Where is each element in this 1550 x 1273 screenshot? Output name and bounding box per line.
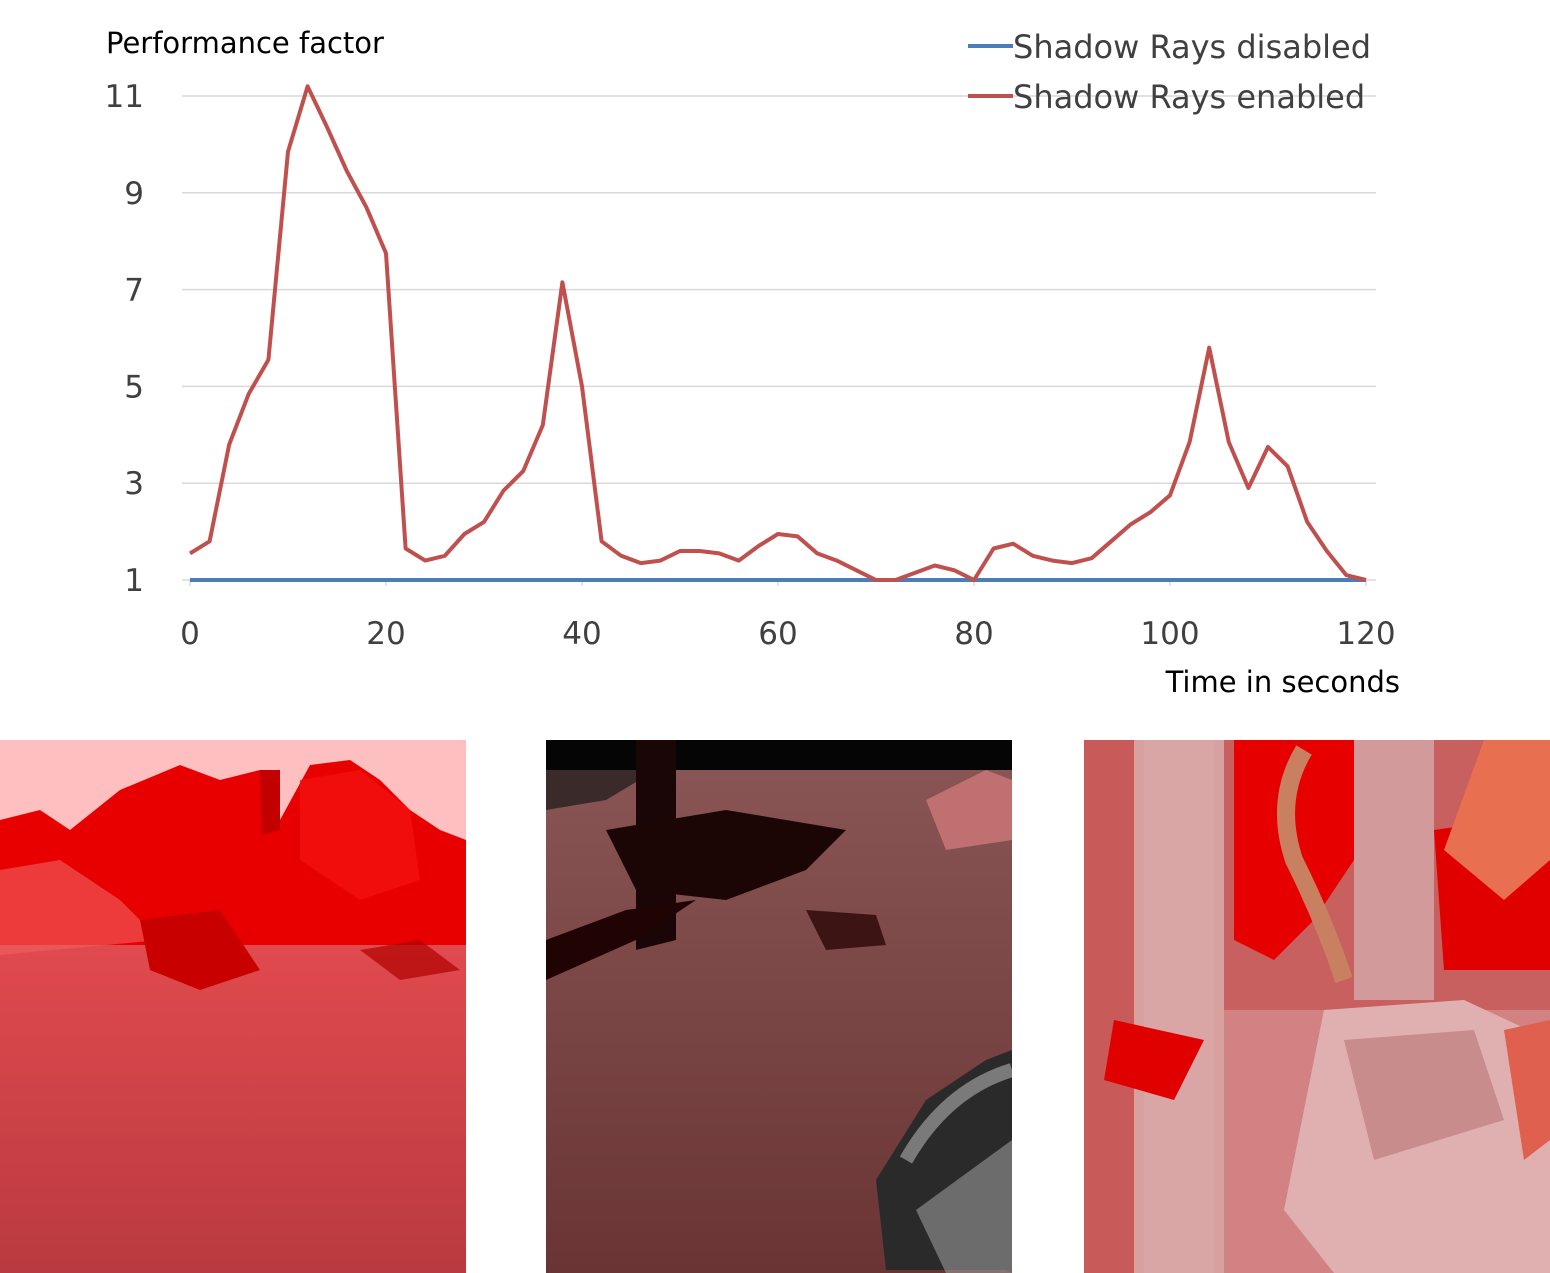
performance-line-chart: 1 3 5 7 9 11 0 20 40 60 80 100 120 Performance fact… [105, 26, 1400, 699]
series-lines [188, 84, 1367, 582]
x-tick-label-2: 40 [562, 616, 601, 652]
x-tick-label-0: 0 [180, 616, 200, 652]
legend: Shadow Rays disabled Shadow Rays enabled [968, 28, 1371, 116]
y-tick-label-5: 11 [105, 79, 144, 115]
y-tick-label-4: 9 [124, 176, 144, 212]
render-image-2 [546, 740, 1012, 1273]
x-tick-label-5: 100 [1140, 616, 1199, 652]
series-line-enabled [188, 84, 1367, 582]
x-tick-label-6: 120 [1336, 616, 1395, 652]
x-tick-label-4: 80 [954, 616, 993, 652]
x-axis-title: Time in seconds [1165, 665, 1400, 699]
grid-lines [182, 95, 1376, 484]
y-axis-title: Performance factor [106, 26, 384, 60]
render-image-3 [1084, 740, 1550, 1273]
y-tick-label-1: 3 [124, 466, 144, 502]
y-tick-label-2: 5 [124, 369, 144, 405]
x-tick-label-3: 60 [758, 616, 797, 652]
x-tick-label-1: 20 [366, 616, 405, 652]
y-tick-label-3: 7 [124, 273, 144, 309]
y-tick-label-0: 1 [124, 563, 144, 599]
legend-label-disabled: Shadow Rays disabled [1013, 28, 1371, 66]
render-image-1 [0, 740, 466, 1273]
y-tick-labels: 1 3 5 7 9 11 [105, 79, 144, 599]
x-tick-labels: 0 20 40 60 80 100 120 [180, 616, 1395, 652]
legend-label-enabled: Shadow Rays enabled [1013, 78, 1365, 116]
